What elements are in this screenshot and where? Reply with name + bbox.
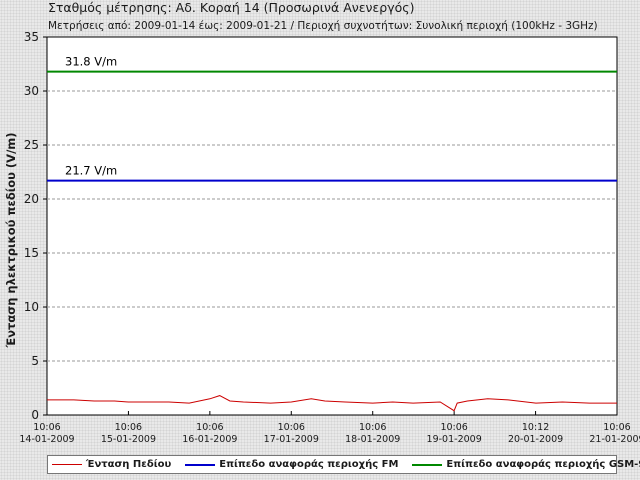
legend-label-fm: Επίπεδο αναφοράς περιοχής FM bbox=[219, 459, 399, 470]
legend-item-fm: Επίπεδο αναφοράς περιοχής FM bbox=[185, 459, 398, 470]
x-axis-ticks: 10:0614-01-200910:0615-01-200910:0616-01… bbox=[19, 411, 640, 445]
annotation-1: 21.7 V/m bbox=[65, 164, 117, 178]
x-tick-time-3: 10:06 bbox=[278, 422, 305, 433]
reference-annotations: 21.7 V/m 31.8 V/m bbox=[65, 55, 117, 178]
legend: Ένταση Πεδίου Επίπεδο αναφοράς περιοχής … bbox=[47, 455, 640, 474]
y-tick-label-10: 10 bbox=[24, 300, 39, 314]
x-tick-date-5: 19-01-2009 bbox=[427, 434, 482, 445]
x-tick-time-1: 10:06 bbox=[115, 422, 142, 433]
chart-subtitle: Μετρήσεις από: 2009-01-14 έως: 2009-01-2… bbox=[48, 20, 598, 32]
series-lines bbox=[47, 70, 617, 412]
legend-item-gsm: Επίπεδο αναφοράς περιοχής GSM-900 bbox=[412, 459, 640, 470]
annotation-2: 31.8 V/m bbox=[65, 55, 117, 69]
x-tick-time-6: 10:12 bbox=[522, 422, 549, 433]
legend-swatch-gsm bbox=[412, 463, 443, 466]
y-tick-label-20: 20 bbox=[24, 192, 39, 206]
legend-swatch-field bbox=[52, 464, 82, 465]
y-axis-ticks: 0 5 10 15 20 25 30 35 bbox=[24, 30, 47, 422]
x-tick-date-2: 16-01-2009 bbox=[182, 434, 237, 445]
y-tick-label-35: 35 bbox=[24, 30, 39, 44]
legend-label-gsm: Επίπεδο αναφοράς περιοχής GSM-900 bbox=[446, 459, 640, 470]
grid-lines bbox=[47, 90, 617, 362]
legend-item-field: Ένταση Πεδίου bbox=[52, 459, 171, 470]
series-line-0 bbox=[47, 395, 617, 412]
x-tick-date-0: 14-01-2009 bbox=[19, 434, 74, 445]
y-tick-label-30: 30 bbox=[24, 84, 39, 98]
x-tick-time-0: 10:06 bbox=[33, 422, 60, 433]
y-tick-label-15: 15 bbox=[24, 246, 39, 260]
x-tick-date-3: 17-01-2009 bbox=[264, 434, 319, 445]
x-tick-date-4: 18-01-2009 bbox=[345, 434, 400, 445]
x-tick-date-7: 21-01-2009 bbox=[589, 434, 640, 445]
legend-swatch-fm bbox=[185, 463, 216, 466]
x-tick-time-4: 10:06 bbox=[359, 422, 386, 433]
y-tick-label-5: 5 bbox=[31, 354, 39, 368]
y-tick-label-0: 0 bbox=[31, 408, 39, 422]
chart-title: Σταθμός μέτρησης: Αδ. Κοραή 14 (Προσωριν… bbox=[48, 0, 415, 15]
x-tick-time-7: 10:06 bbox=[603, 422, 630, 433]
x-tick-date-1: 15-01-2009 bbox=[101, 434, 156, 445]
x-tick-time-2: 10:06 bbox=[196, 422, 223, 433]
x-tick-time-5: 10:06 bbox=[440, 422, 467, 433]
y-tick-label-25: 25 bbox=[24, 138, 39, 152]
x-tick-date-6: 20-01-2009 bbox=[508, 434, 563, 445]
legend-label-field: Ένταση Πεδίου bbox=[86, 459, 172, 470]
plot-area bbox=[46, 36, 618, 416]
